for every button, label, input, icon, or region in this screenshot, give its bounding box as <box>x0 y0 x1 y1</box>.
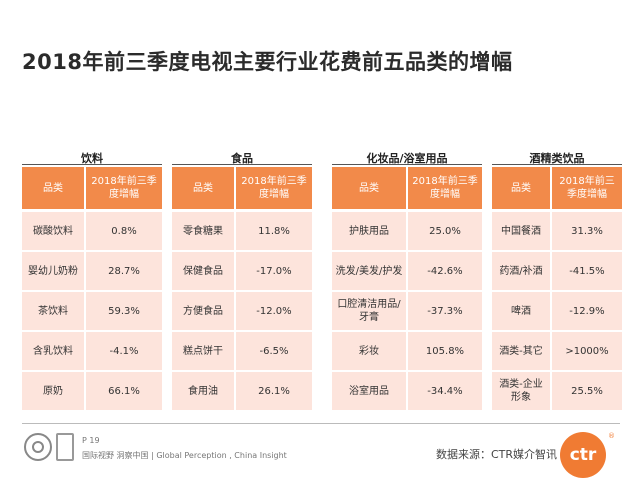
cell-growth: -42.6% <box>408 252 482 290</box>
table-title: 饮料 <box>81 152 103 165</box>
header-category: 品类 <box>332 167 406 209</box>
table-row: 含乳饮料 -4.1% <box>22 332 162 370</box>
table-row: 婴幼儿奶粉 28.7% <box>22 252 162 290</box>
table-row: 酒类-企业形象 25.5% <box>492 372 622 410</box>
table-body: 中国餐酒 31.3% 药酒/补酒 -41.5% 啤酒 -12.9% 酒类-其它 >1000% 酒… <box>492 212 622 412</box>
cell-growth: -12.0% <box>236 292 312 330</box>
cell-category: 洗发/美发/护发 <box>332 252 406 290</box>
table-row: 原奶 66.1% <box>22 372 162 410</box>
cell-growth: -12.9% <box>552 292 622 330</box>
cell-category: 婴幼儿奶粉 <box>22 252 84 290</box>
cell-category: 中国餐酒 <box>492 212 550 250</box>
table-row: 中国餐酒 31.3% <box>492 212 622 250</box>
cell-growth: -41.5% <box>552 252 622 290</box>
cell-growth: 28.7% <box>86 252 162 290</box>
table-header: 品类 2018年前三季度增幅 <box>332 164 482 211</box>
table-row: 零食糖果 11.8% <box>172 212 312 250</box>
header-growth: 2018年前三季度增幅 <box>552 167 622 209</box>
cell-category: 零食糖果 <box>172 212 234 250</box>
cell-category: 酒类-其它 <box>492 332 550 370</box>
cell-category: 保健食品 <box>172 252 234 290</box>
certification-seal-icon <box>24 433 52 461</box>
tables-area: 饮料 品类 2018年前三季度增幅 碳酸饮料 0.8% 婴幼儿奶粉 28.7% 茶饮料 59.3… <box>22 152 622 412</box>
table-row: 糕点饼干 -6.5% <box>172 332 312 370</box>
table-header: 品类 2018年前三季度增幅 <box>172 164 312 211</box>
header-growth: 2018年前三季度增幅 <box>86 167 162 209</box>
cell-growth: -17.0% <box>236 252 312 290</box>
table-row: 浴室用品 -34.4% <box>332 372 482 410</box>
table-row: 彩妆 105.8% <box>332 332 482 370</box>
header-category: 品类 <box>172 167 234 209</box>
cell-growth: 25.5% <box>552 372 622 410</box>
footer-divider <box>22 423 620 424</box>
table-row: 口腔清洁用品/牙膏 -37.3% <box>332 292 482 330</box>
page-title: 2018年前三季度电视主要行业花费前五品类的增幅 <box>22 50 513 74</box>
header-growth: 2018年前三季度增幅 <box>408 167 482 209</box>
cell-category: 食用油 <box>172 372 234 410</box>
cell-growth: 66.1% <box>86 372 162 410</box>
cell-category: 原奶 <box>22 372 84 410</box>
table-row: 保健食品 -17.0% <box>172 252 312 290</box>
table-row: 茶饮料 59.3% <box>22 292 162 330</box>
table-row: 酒类-其它 >1000% <box>492 332 622 370</box>
cell-category: 碳酸饮料 <box>22 212 84 250</box>
page-number: P 19 <box>82 436 100 445</box>
cell-category: 护肤用品 <box>332 212 406 250</box>
cell-category: 口腔清洁用品/牙膏 <box>332 292 406 330</box>
certification-mark-icon <box>56 433 74 461</box>
cell-growth: 59.3% <box>86 292 162 330</box>
table-row: 护肤用品 25.0% <box>332 212 482 250</box>
table-row: 药酒/补酒 -41.5% <box>492 252 622 290</box>
cell-growth: 25.0% <box>408 212 482 250</box>
registered-mark: ® <box>608 432 615 440</box>
table-row: 方便食品 -12.0% <box>172 292 312 330</box>
cell-category: 啤酒 <box>492 292 550 330</box>
cell-growth: -34.4% <box>408 372 482 410</box>
cell-category: 含乳饮料 <box>22 332 84 370</box>
cell-category: 药酒/补酒 <box>492 252 550 290</box>
table-title: 化妆品/浴室用品 <box>366 152 448 165</box>
footer-slogan: 国际视野 洞察中国 | Global Perception , China In… <box>82 451 287 460</box>
table-header: 品类 2018年前三季度增幅 <box>22 164 162 211</box>
cell-growth: 31.3% <box>552 212 622 250</box>
cell-growth: -4.1% <box>86 332 162 370</box>
data-source: 数据来源：CTR媒介智讯 <box>436 448 558 461</box>
cell-growth: 105.8% <box>408 332 482 370</box>
cell-category: 彩妆 <box>332 332 406 370</box>
cell-growth: 0.8% <box>86 212 162 250</box>
table-title: 食品 <box>231 152 253 165</box>
header-growth: 2018年前三季度增幅 <box>236 167 312 209</box>
table-title: 酒精类饮品 <box>529 152 585 165</box>
table-body: 零食糖果 11.8% 保健食品 -17.0% 方便食品 -12.0% 糕点饼干 -6.5% 食用… <box>172 212 312 412</box>
table-row: 洗发/美发/护发 -42.6% <box>332 252 482 290</box>
table-row: 啤酒 -12.9% <box>492 292 622 330</box>
cell-category: 茶饮料 <box>22 292 84 330</box>
header-category: 品类 <box>492 167 550 209</box>
cell-category: 酒类-企业形象 <box>492 372 550 410</box>
cell-category: 糕点饼干 <box>172 332 234 370</box>
table-body: 护肤用品 25.0% 洗发/美发/护发 -42.6% 口腔清洁用品/牙膏 -37.3% 彩妆… <box>332 212 482 412</box>
ctr-logo: ctr <box>560 432 606 478</box>
cell-category: 方便食品 <box>172 292 234 330</box>
cell-growth: >1000% <box>552 332 622 370</box>
header-category: 品类 <box>22 167 84 209</box>
cell-growth: 26.1% <box>236 372 312 410</box>
table-header: 品类 2018年前三季度增幅 <box>492 164 622 211</box>
cell-category: 浴室用品 <box>332 372 406 410</box>
cell-growth: -37.3% <box>408 292 482 330</box>
table-body: 碳酸饮料 0.8% 婴幼儿奶粉 28.7% 茶饮料 59.3% 含乳饮料 -4.1% 原奶 66.… <box>22 212 162 412</box>
table-row: 食用油 26.1% <box>172 372 312 410</box>
cell-growth: -6.5% <box>236 332 312 370</box>
cell-growth: 11.8% <box>236 212 312 250</box>
ctr-logo-text: ctr <box>569 445 597 465</box>
table-row: 碳酸饮料 0.8% <box>22 212 162 250</box>
